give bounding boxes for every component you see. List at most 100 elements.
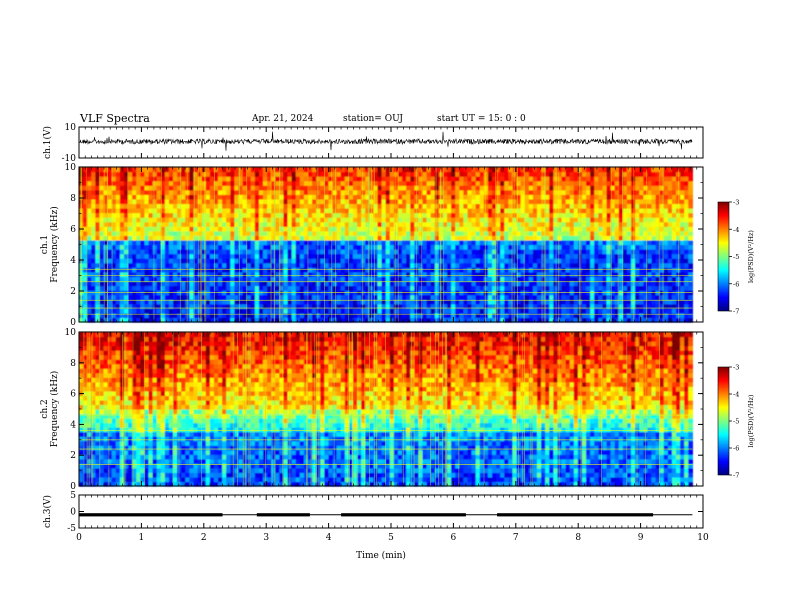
spectrogram-cell [565, 258, 571, 264]
spectrogram-cell [291, 189, 297, 195]
spectrogram-cell [320, 258, 325, 264]
spectrogram-cell [230, 262, 235, 268]
spectrogram-cell [328, 217, 334, 223]
spectrogram-cell [524, 226, 530, 232]
spectrogram-cell [565, 271, 571, 278]
spectrogram-cell [87, 208, 92, 214]
spectrogram-cell [537, 235, 542, 241]
spectrogram-cell [332, 276, 338, 282]
spectrogram-cell [537, 221, 542, 227]
spectrogram-cell [189, 235, 195, 241]
spectrogram-cell [91, 244, 96, 250]
spectrogram-cell [177, 299, 182, 305]
spectrogram-cell [577, 194, 583, 200]
spectrogram-cell [254, 203, 260, 209]
spectrogram-cell [483, 303, 489, 309]
spectrogram-cell [140, 271, 146, 278]
spectrogram-cell [373, 180, 379, 186]
spectrogram-cell [581, 267, 587, 273]
spectrogram-cell [496, 230, 501, 236]
spectrogram-cell [103, 271, 109, 278]
spectrogram-cell [177, 244, 182, 250]
spectrogram-cell [361, 226, 366, 232]
spectrogram-cell [586, 317, 591, 323]
spectrogram-cell [475, 258, 481, 264]
spectrogram-cell [185, 280, 191, 287]
spectrogram-cell [553, 299, 559, 305]
spectrogram-cell [430, 285, 436, 291]
spectrogram-cell [524, 230, 530, 236]
spectrogram-cell [267, 249, 272, 255]
spectrogram-cell [471, 303, 477, 309]
spectrogram-cell [136, 217, 141, 223]
spectrogram-cell [254, 212, 260, 218]
spectrogram-cell [136, 249, 141, 255]
spectrogram-cell [528, 203, 534, 209]
spectrogram-cell [181, 253, 186, 259]
spectrogram-cell [344, 203, 350, 209]
spectrogram-cell [602, 167, 608, 173]
spectrogram-cell [373, 217, 379, 223]
spectrogram-cell [238, 262, 244, 268]
spectrogram-cell [209, 271, 215, 278]
spectrogram-cell [532, 294, 538, 300]
spectrogram-cell [406, 308, 411, 314]
spectrogram-cell [508, 208, 514, 214]
spectrogram-cell [631, 294, 636, 300]
spectrogram-cell [283, 285, 289, 291]
spectrogram-cell [598, 171, 604, 177]
spectrogram-cell [136, 194, 141, 200]
spectrogram-cell [222, 226, 227, 232]
spectrogram-cell [267, 189, 272, 195]
spectrogram-cell [348, 217, 354, 223]
spectrogram-cell [140, 262, 146, 268]
spectrogram-cell [475, 262, 481, 268]
spectrogram-cell [406, 189, 411, 195]
spectrogram-cell [622, 299, 628, 305]
spectrogram-cell [316, 276, 321, 282]
spectrogram-cell [492, 258, 497, 264]
spectrogram-cell [581, 294, 587, 300]
spectrogram-cell [230, 226, 235, 232]
spectrogram-cell [144, 258, 150, 264]
spectrogram-cell [132, 294, 137, 300]
spectrogram-cell [168, 185, 174, 191]
spectrogram-cell [140, 285, 146, 291]
spectrogram-cell [631, 276, 636, 282]
spectrogram-cell [271, 249, 276, 255]
spectrogram-cell [434, 249, 440, 255]
spectrogram-cell [406, 180, 411, 186]
spectrogram-cell [614, 299, 620, 305]
spectrogram-cell [336, 271, 342, 278]
spectrogram-cell [385, 285, 391, 291]
spectrogram-cell [275, 198, 280, 205]
spectrogram-cell [173, 308, 178, 314]
spectrogram-cell [185, 203, 191, 209]
spectrogram-cell [479, 253, 485, 259]
spectrogram-cell [635, 167, 640, 173]
spectrogram-cell [303, 280, 309, 287]
spectrogram-cell [357, 303, 362, 309]
spectrogram-cell [565, 176, 571, 182]
spectrogram-cell [348, 176, 354, 182]
spectrogram-cell [647, 312, 653, 319]
spectrogram-cell [148, 294, 154, 300]
spectrogram-cell [132, 189, 137, 195]
spectrogram-cell [402, 271, 407, 278]
spectrogram-cell [83, 244, 88, 250]
spectrogram-cell [500, 198, 505, 205]
spectrogram-cell [250, 276, 256, 282]
spectrogram-cell [209, 267, 215, 273]
spectrogram-cell [128, 267, 133, 273]
spectrogram-cell [483, 280, 489, 287]
spectrogram-cell [643, 208, 649, 214]
spectrogram-cell [144, 285, 150, 291]
spectrogram-cell [442, 317, 448, 323]
spectrogram-cell [123, 267, 129, 273]
spectrogram-cell [516, 171, 522, 177]
spectrogram-cell [123, 299, 129, 305]
spectrogram-cell [492, 294, 497, 300]
spectrogram-cell [455, 194, 460, 200]
spectrogram-cell [79, 258, 84, 264]
spectrogram-cell [344, 180, 350, 186]
